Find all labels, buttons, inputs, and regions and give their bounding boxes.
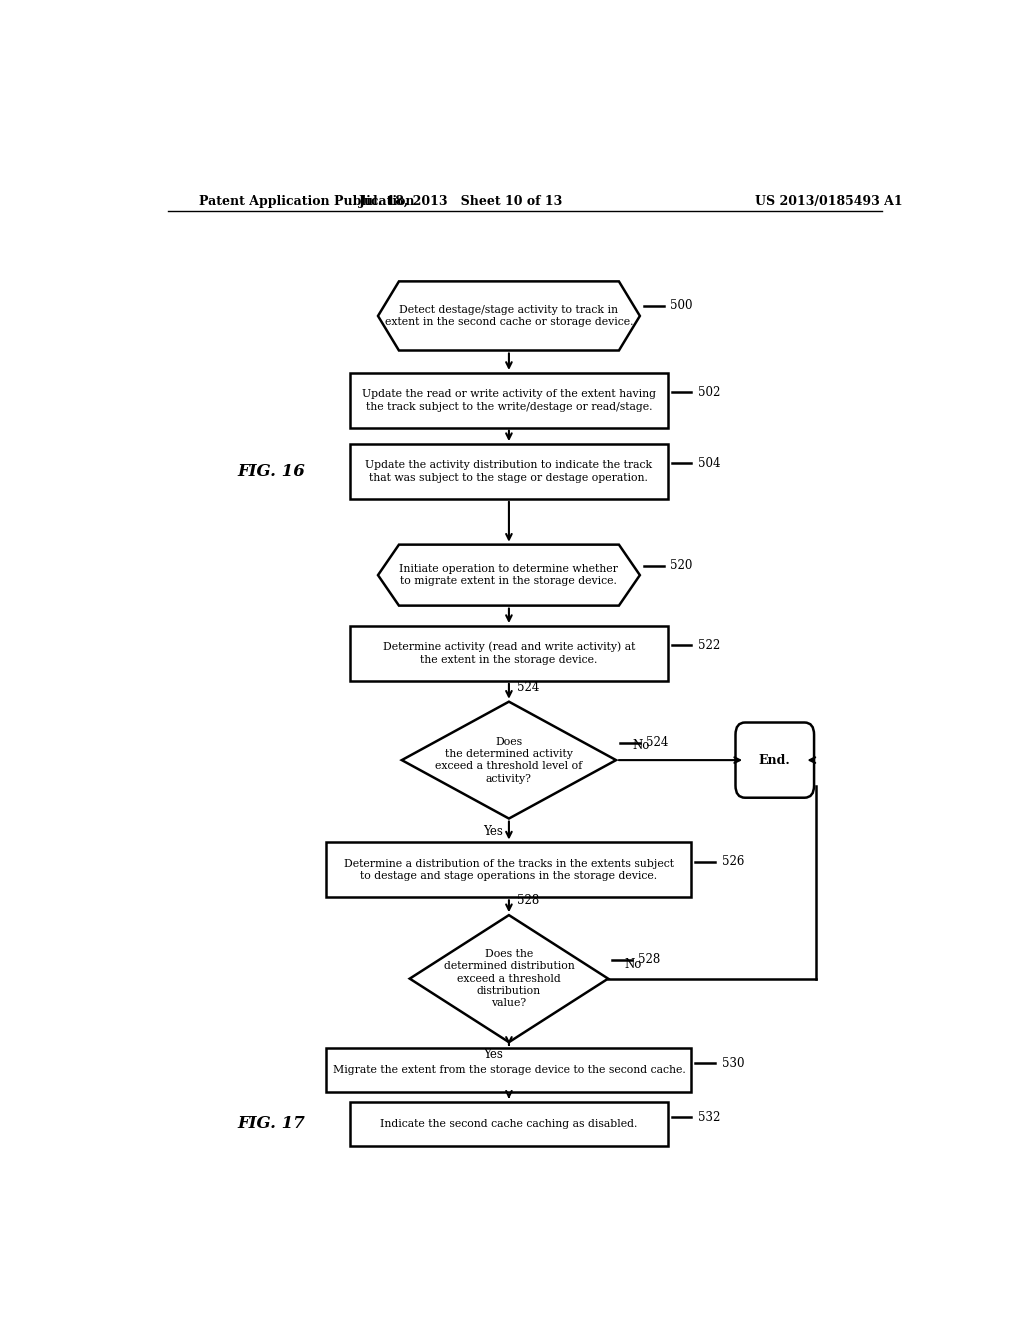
Text: Migrate the extent from the storage device to the second cache.: Migrate the extent from the storage devi… <box>333 1065 685 1074</box>
Text: 500: 500 <box>670 300 692 312</box>
Text: Yes: Yes <box>483 825 503 838</box>
Text: No: No <box>632 739 649 752</box>
Text: 504: 504 <box>697 457 720 470</box>
FancyBboxPatch shape <box>735 722 814 797</box>
FancyBboxPatch shape <box>350 444 668 499</box>
FancyBboxPatch shape <box>327 842 691 898</box>
Polygon shape <box>378 545 640 606</box>
Text: Update the activity distribution to indicate the track
that was subject to the s: Update the activity distribution to indi… <box>366 461 652 483</box>
Text: Patent Application Publication: Patent Application Publication <box>200 194 415 207</box>
Text: 528: 528 <box>517 894 539 907</box>
Text: US 2013/0185493 A1: US 2013/0185493 A1 <box>755 194 902 207</box>
Text: 528: 528 <box>638 953 660 966</box>
Text: 524: 524 <box>517 681 540 693</box>
Text: Indicate the second cache caching as disabled.: Indicate the second cache caching as dis… <box>380 1119 638 1129</box>
Text: 532: 532 <box>697 1110 720 1123</box>
Text: Detect destage/stage activity to track in
extent in the second cache or storage : Detect destage/stage activity to track i… <box>385 305 633 327</box>
Text: 502: 502 <box>697 385 720 399</box>
Polygon shape <box>401 702 616 818</box>
Text: Update the read or write activity of the extent having
the track subject to the : Update the read or write activity of the… <box>361 389 656 412</box>
Text: End.: End. <box>759 754 791 767</box>
Text: 520: 520 <box>670 560 692 573</box>
Polygon shape <box>410 915 608 1043</box>
Text: FIG. 16: FIG. 16 <box>237 463 305 480</box>
Text: 524: 524 <box>646 737 669 748</box>
FancyBboxPatch shape <box>350 1102 668 1146</box>
FancyBboxPatch shape <box>350 372 668 428</box>
Text: 522: 522 <box>697 639 720 652</box>
Text: Determine activity (read and write activity) at
the extent in the storage device: Determine activity (read and write activ… <box>383 642 635 665</box>
FancyBboxPatch shape <box>350 626 668 681</box>
Text: 526: 526 <box>722 855 744 869</box>
Text: Determine a distribution of the tracks in the extents subject
to destage and sta: Determine a distribution of the tracks i… <box>344 859 674 880</box>
Text: Jul. 18, 2013   Sheet 10 of 13: Jul. 18, 2013 Sheet 10 of 13 <box>359 194 563 207</box>
Text: No: No <box>624 957 641 970</box>
FancyBboxPatch shape <box>327 1048 691 1093</box>
Text: FIG. 17: FIG. 17 <box>237 1115 305 1133</box>
Text: Yes: Yes <box>483 1048 503 1061</box>
Text: Does the
determined distribution
exceed a threshold
distribution
value?: Does the determined distribution exceed … <box>443 949 574 1008</box>
Text: Initiate operation to determine whether
to migrate extent in the storage device.: Initiate operation to determine whether … <box>399 564 618 586</box>
Polygon shape <box>378 281 640 351</box>
Text: 530: 530 <box>722 1057 744 1071</box>
Text: Does
the determined activity
exceed a threshold level of
activity?: Does the determined activity exceed a th… <box>435 737 583 784</box>
